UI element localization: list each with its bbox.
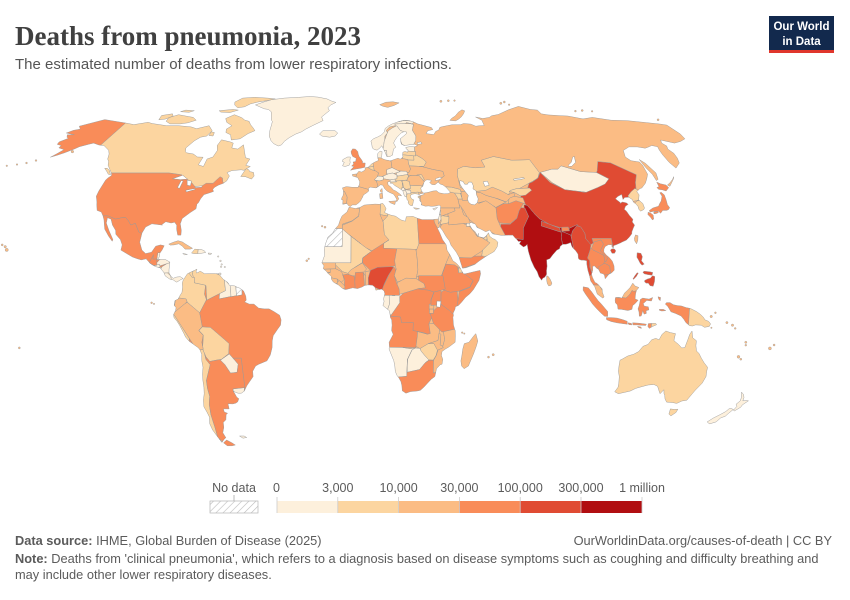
svg-text:30,000: 30,000 [440, 481, 478, 495]
svg-text:100,000: 100,000 [498, 481, 543, 495]
svg-text:No data: No data [212, 481, 256, 495]
svg-text:3,000: 3,000 [322, 481, 353, 495]
svg-text:0: 0 [273, 481, 280, 495]
svg-text:300,000: 300,000 [558, 481, 603, 495]
svg-text:1 million: 1 million [619, 481, 665, 495]
svg-text:10,000: 10,000 [379, 481, 417, 495]
